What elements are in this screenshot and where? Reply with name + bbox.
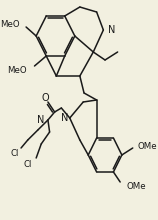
- Text: MeO: MeO: [7, 66, 27, 75]
- Text: OMe: OMe: [127, 182, 146, 191]
- Text: N: N: [108, 25, 115, 35]
- Text: O: O: [42, 93, 49, 103]
- Text: N: N: [61, 113, 68, 123]
- Text: N: N: [37, 115, 45, 125]
- Text: Cl: Cl: [10, 148, 18, 158]
- Text: OMe: OMe: [138, 141, 157, 150]
- Text: Cl: Cl: [24, 160, 32, 169]
- Text: MeO: MeO: [1, 20, 20, 29]
